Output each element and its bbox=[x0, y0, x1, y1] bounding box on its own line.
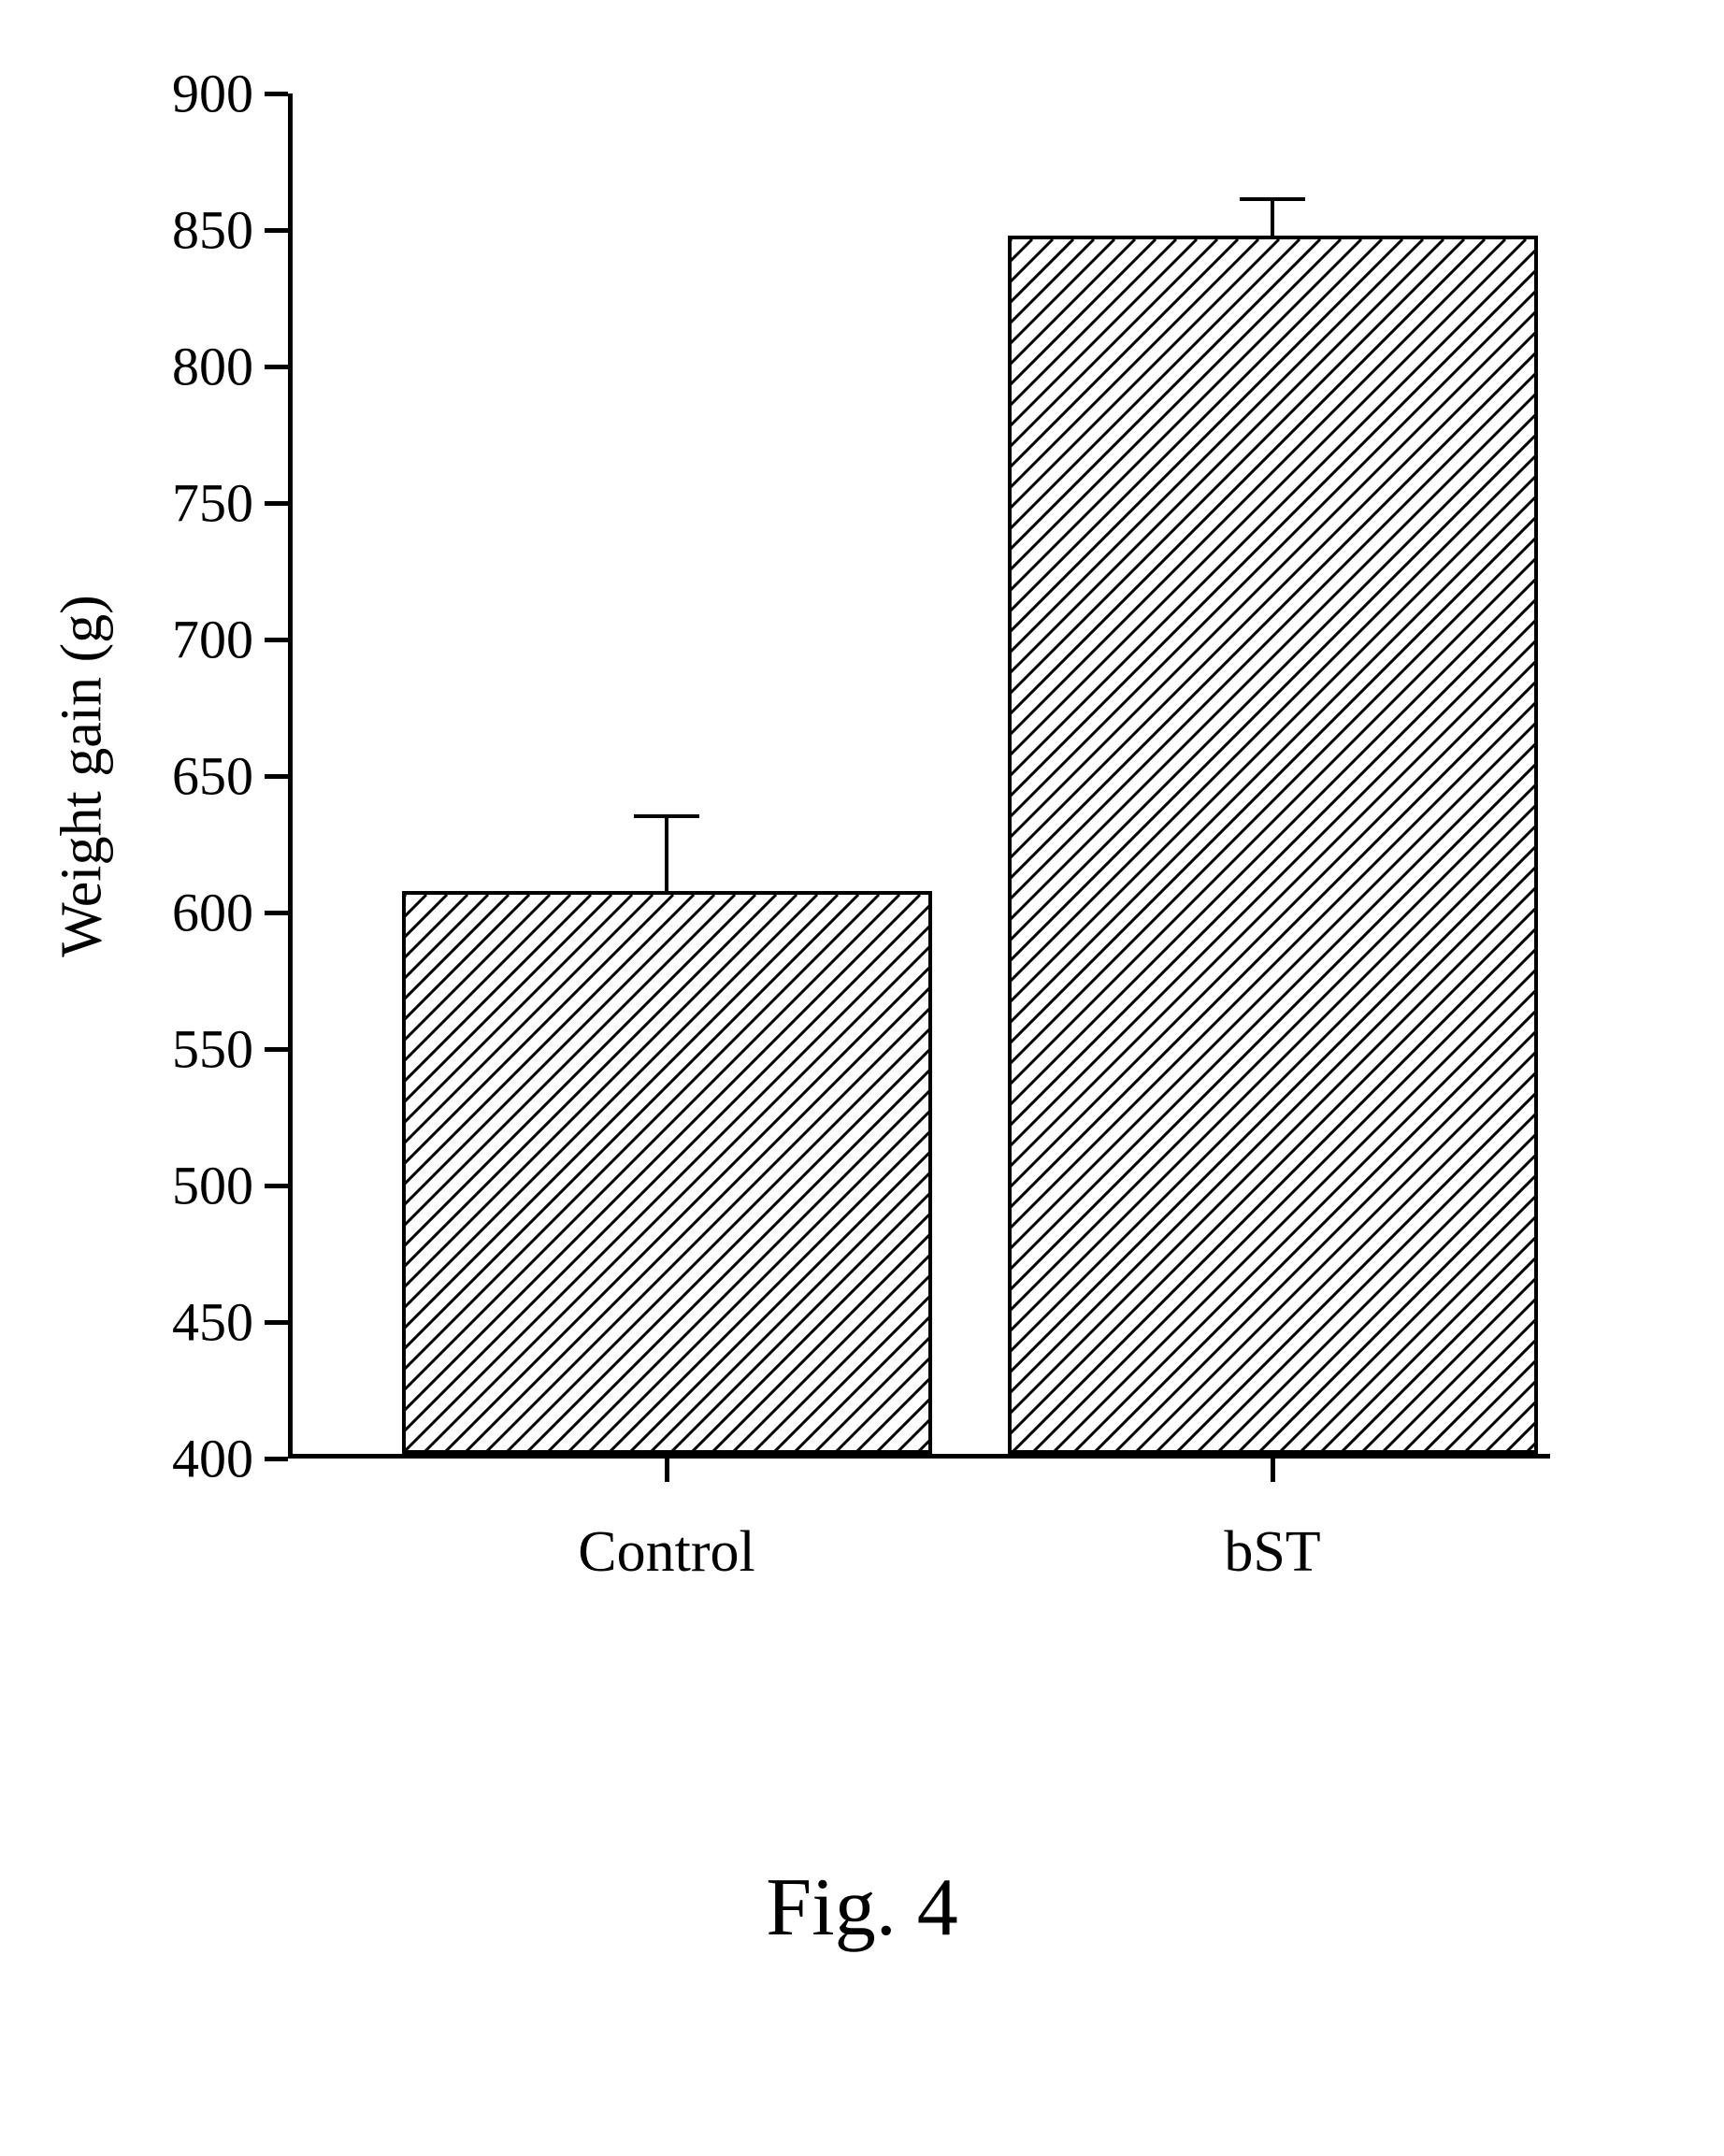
y-tick-label: 550 bbox=[172, 1018, 288, 1081]
bar bbox=[1008, 236, 1538, 1454]
x-tick-label: Control bbox=[578, 1459, 754, 1586]
y-axis-title: Weight gain (g) bbox=[50, 595, 116, 957]
x-axis-line bbox=[288, 1454, 1550, 1459]
error-bar bbox=[1271, 197, 1274, 236]
y-tick-label: 450 bbox=[172, 1291, 288, 1354]
error-bar-cap bbox=[1240, 197, 1305, 201]
plot-area: 400450500550600650700750800850900Control… bbox=[288, 93, 1550, 1459]
error-bar bbox=[665, 814, 668, 891]
y-tick-label: 600 bbox=[172, 882, 288, 944]
y-tick-label: 850 bbox=[172, 199, 288, 262]
y-tick-label: 400 bbox=[172, 1428, 288, 1490]
y-axis-line bbox=[288, 93, 293, 1459]
y-tick-label: 900 bbox=[172, 63, 288, 125]
y-tick-label: 800 bbox=[172, 336, 288, 398]
y-tick-label: 650 bbox=[172, 745, 288, 808]
y-tick-label: 700 bbox=[172, 609, 288, 671]
y-tick-label: 500 bbox=[172, 1155, 288, 1217]
x-tick-label: bST bbox=[1224, 1459, 1320, 1586]
bar bbox=[402, 891, 932, 1454]
error-bar-cap bbox=[634, 814, 699, 818]
y-tick-label: 750 bbox=[172, 472, 288, 535]
figure-caption: Fig. 4 bbox=[766, 1861, 957, 1955]
